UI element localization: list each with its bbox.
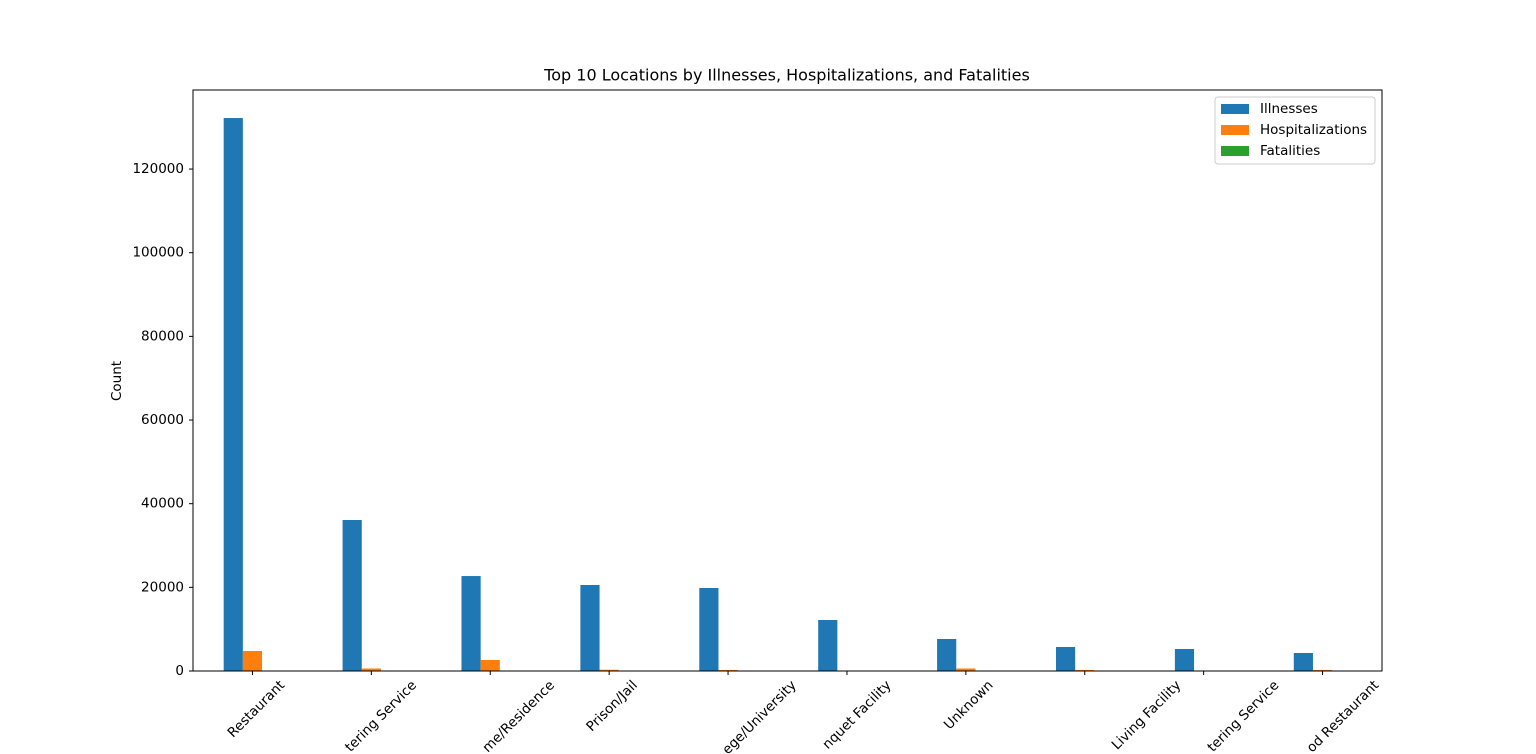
legend-swatch — [1221, 125, 1249, 135]
bar — [361, 668, 381, 671]
bar — [699, 588, 719, 671]
y-tick-label: 80000 — [141, 328, 184, 344]
bar — [1075, 669, 1095, 671]
y-tick-label: 60000 — [141, 412, 184, 428]
bar — [461, 576, 481, 671]
x-tick-label: ege/University — [719, 677, 799, 754]
legend-swatch — [1221, 146, 1249, 156]
y-tick-label: 20000 — [141, 579, 184, 595]
bar — [342, 519, 362, 671]
x-tick-label: me/Residence — [479, 677, 558, 754]
x-tick-label: Living Facility — [1109, 677, 1185, 753]
bar — [718, 669, 738, 671]
y-tick-label: 100000 — [132, 245, 184, 261]
legend-label: Illnesses — [1260, 101, 1318, 117]
bar — [1055, 646, 1076, 671]
x-tick-label: tering Service — [1204, 677, 1282, 754]
bar — [1293, 653, 1313, 671]
bar — [580, 585, 600, 671]
bar — [599, 669, 619, 671]
y-tick-label: 40000 — [141, 496, 184, 512]
bar — [818, 620, 838, 671]
x-tick-label: Restaurant — [225, 677, 289, 741]
bar — [223, 118, 243, 671]
y-tick-label: 0 — [175, 663, 184, 679]
bar — [242, 651, 263, 671]
x-tick-label: Prison/Jail — [583, 677, 641, 735]
x-tick-label: nquet Facility — [819, 677, 894, 752]
plot-frame — [192, 89, 1383, 672]
bar — [1174, 648, 1195, 671]
x-tick-label: tering Service — [342, 677, 420, 754]
x-tick-label: od Restaurant — [1304, 677, 1383, 754]
legend-swatch — [1221, 104, 1249, 114]
y-tick-label: 120000 — [132, 161, 184, 177]
y-axis-label: Count — [109, 361, 125, 401]
legend-box — [1214, 96, 1376, 165]
bar — [956, 668, 976, 671]
chart-title: Top 10 Locations by Illnesses, Hospitali… — [543, 66, 1030, 85]
bar — [1312, 669, 1333, 671]
bar — [480, 659, 500, 671]
legend-label: Hospitalizations — [1260, 122, 1367, 138]
x-tick-label: Unknown — [941, 677, 997, 733]
bar — [937, 639, 957, 671]
legend-label: Fatalities — [1260, 143, 1320, 159]
